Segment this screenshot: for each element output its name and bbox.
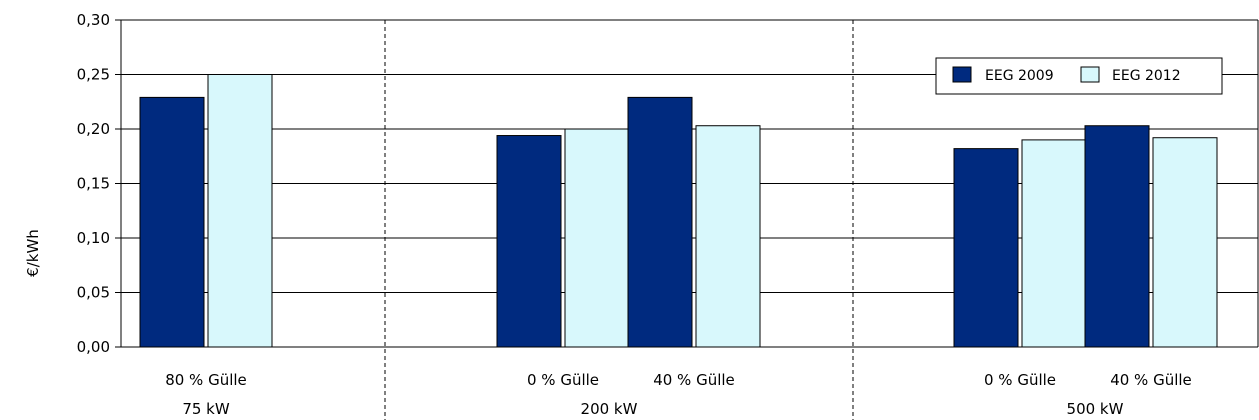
bar-eeg-2009 [139,96,205,348]
bar-eeg-2009 [627,96,693,348]
category-label: 0 % Gülle [984,371,1056,389]
group-label: 75 kW [182,400,230,418]
group-dividers [384,20,854,420]
bar-eeg-2012 [207,74,273,348]
category-label: 40 % Gülle [1110,371,1192,389]
y-tick-label: 0,00 [77,338,110,356]
bar-eeg-2009 [496,135,562,348]
legend-swatch-eeg-2009 [952,66,972,83]
group-labels: 75 kW 200 kW 500 kW [182,400,1123,418]
legend-swatch-eeg-2012 [1080,66,1100,83]
y-tick-label: 0,05 [77,284,110,302]
bar-eeg-2012 [564,128,630,348]
y-tick-label: 0,30 [77,11,110,29]
legend-label-eeg-2009: EEG 2009 [985,68,1054,84]
y-tick-label: 0,15 [77,175,110,193]
category-label: 80 % Gülle [165,371,247,389]
legend-box [935,57,1223,95]
category-labels: 80 % Gülle 0 % Gülle 40 % Gülle 0 % Gülle 40… [165,371,1192,389]
y-tick-label: 0,20 [77,120,110,138]
group-label: 200 kW [581,400,638,418]
category-label: 0 % Gülle [527,371,599,389]
y-tick-label: 0,25 [77,66,110,84]
bar-eeg-2009 [953,148,1019,348]
bar-eeg-2012 [1021,139,1087,348]
y-tick-label: 0,10 [77,229,110,247]
legend-label-eeg-2012: EEG 2012 [1112,68,1181,84]
category-label: 40 % Gülle [653,371,735,389]
group-label: 500 kW [1067,400,1124,418]
y-tick-labels: 0,00 0,05 0,10 0,15 0,20 0,25 0,30 [77,11,110,356]
bars [139,74,1218,348]
axes [115,19,1259,348]
bar-eeg-2012 [695,125,761,348]
bar-eeg-2009 [1084,125,1150,348]
bar-eeg-2012 [1152,137,1218,348]
legend: EEG 2009 EEG 2012 [935,57,1223,95]
y-axis-label: €/kWh [24,229,42,277]
